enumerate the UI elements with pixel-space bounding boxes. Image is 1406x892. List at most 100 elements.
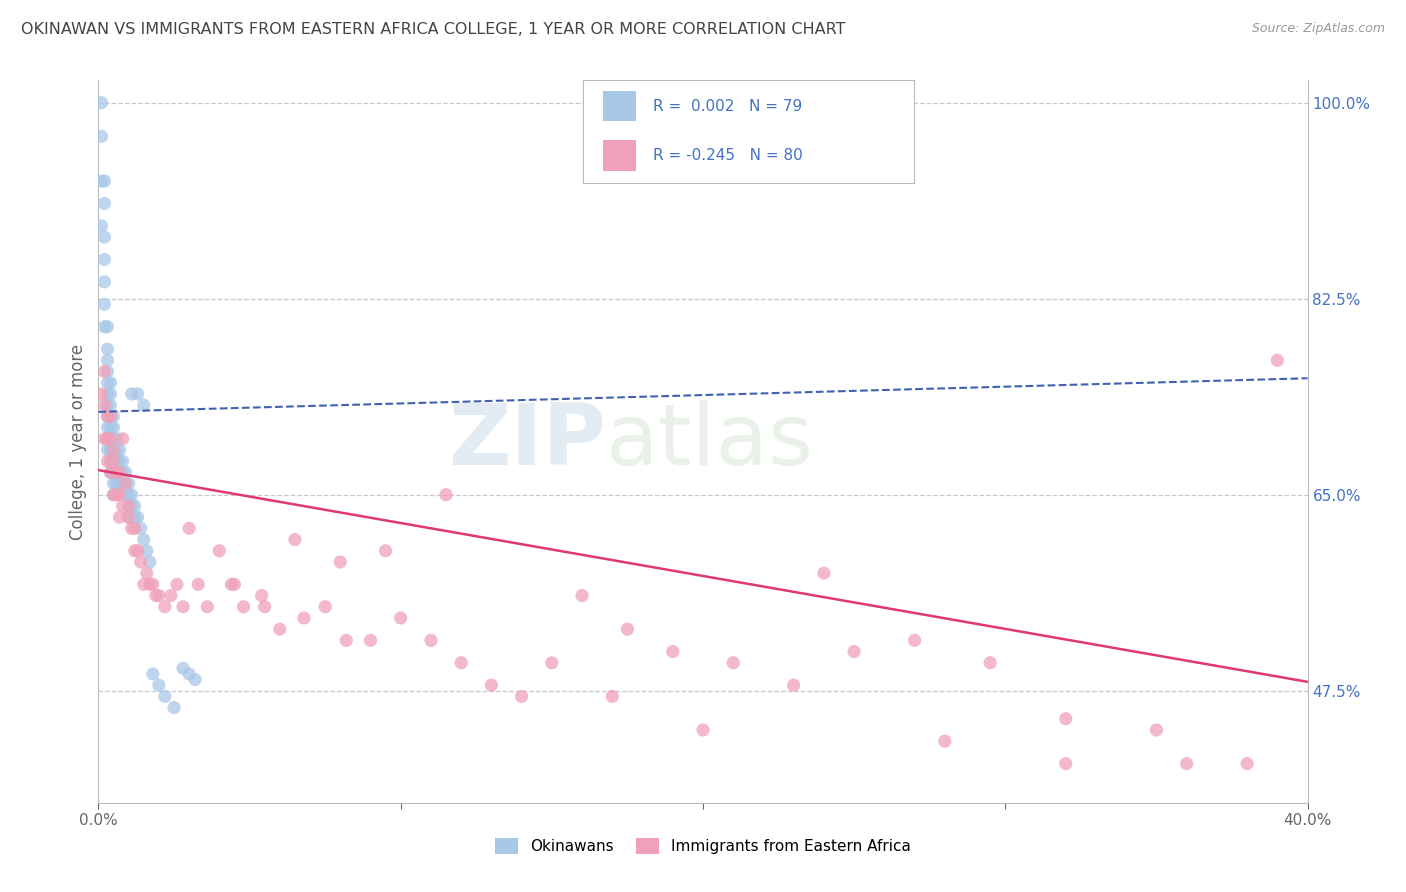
Point [1144,723,1167,737]
Point [142,577,165,591]
Point [1267,353,1289,368]
Point [420,633,443,648]
Point [118,499,141,513]
Point [224,577,246,591]
Point [100,432,122,446]
Point [124,499,146,513]
Point [90,174,112,188]
Point [314,599,336,614]
Point [172,661,194,675]
Point [132,398,155,412]
Point [139,577,162,591]
Point [96,454,118,468]
Point [96,376,118,390]
Point [105,466,128,480]
Point [100,409,122,424]
Point [118,488,141,502]
Point [232,599,254,614]
Point [93,174,115,188]
Point [90,387,112,401]
Point [253,599,276,614]
Point [105,488,128,502]
Point [114,476,136,491]
Point [96,398,118,412]
Point [100,442,122,457]
Point [93,398,115,412]
Point [96,319,118,334]
Point [100,409,122,424]
Point [100,454,122,468]
Point [118,476,141,491]
Point [160,589,183,603]
Point [108,466,131,480]
Point [184,673,207,687]
Point [195,599,218,614]
Point [100,420,122,434]
Point [904,633,927,648]
Point [132,533,155,547]
Text: ZIP: ZIP [449,400,606,483]
Point [118,510,141,524]
Point [250,589,273,603]
Point [187,577,209,591]
Point [96,409,118,424]
Point [329,555,352,569]
Point [103,442,125,457]
Legend: Okinawans, Immigrants from Eastern Africa: Okinawans, Immigrants from Eastern Afric… [488,832,918,860]
Point [93,297,115,311]
Point [100,398,122,412]
Point [121,387,143,401]
Point [103,488,125,502]
Point [103,432,125,446]
Point [813,566,835,581]
Point [103,476,125,491]
Point [105,442,128,457]
Point [105,476,128,491]
Point [108,466,131,480]
Point [103,454,125,468]
Point [179,521,201,535]
Point [96,365,118,379]
Point [208,543,231,558]
Text: R = -0.245   N = 80: R = -0.245 N = 80 [652,148,803,162]
Point [1054,712,1077,726]
Point [103,454,125,468]
Point [93,252,115,267]
Point [292,611,315,625]
Point [93,230,115,244]
Point [124,510,146,524]
Point [129,521,152,535]
Point [335,633,357,648]
Point [179,667,201,681]
Point [269,622,291,636]
Point [111,499,134,513]
Point [571,589,593,603]
Point [111,466,134,480]
Point [723,656,745,670]
Point [90,129,112,144]
Point [108,454,131,468]
Bar [603,91,637,121]
Point [103,442,125,457]
Point [93,196,115,211]
Point [118,510,141,524]
Point [93,319,115,334]
Point [129,555,152,569]
Point [135,566,157,581]
Point [139,555,162,569]
Point [96,432,118,446]
Point [172,599,194,614]
Point [96,442,118,457]
Point [1236,756,1258,771]
Point [118,499,141,513]
Point [121,488,143,502]
Point [105,454,128,468]
Point [100,432,122,446]
Point [96,387,118,401]
Point [121,521,143,535]
Point [96,342,118,356]
Point [111,476,134,491]
Text: R =  0.002   N = 79: R = 0.002 N = 79 [652,99,803,114]
Point [100,454,122,468]
Point [148,589,170,603]
